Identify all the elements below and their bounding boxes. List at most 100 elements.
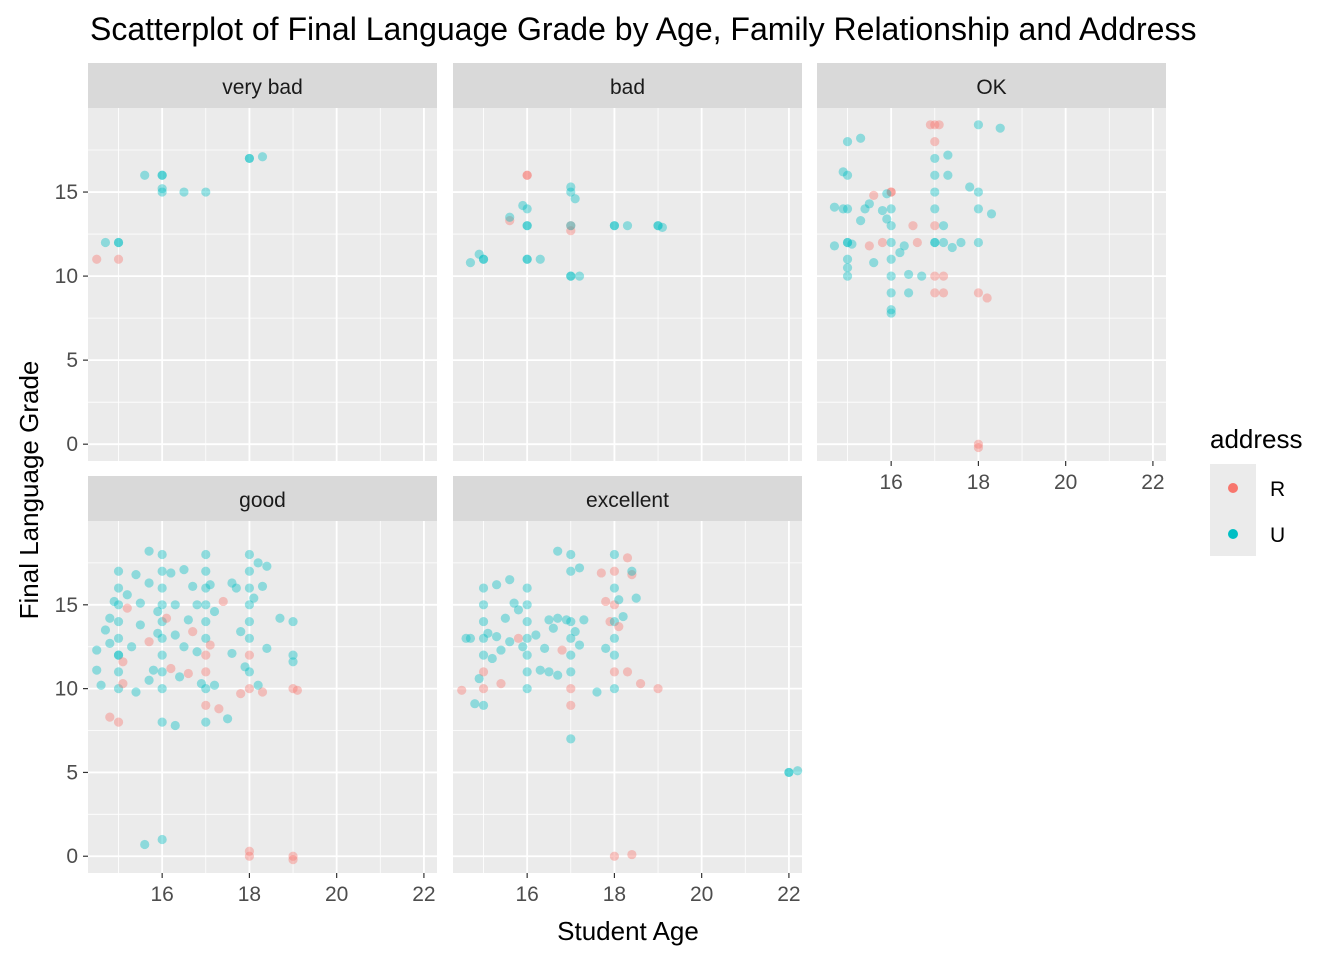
- data-point: [288, 854, 298, 865]
- data-point: [522, 254, 532, 264]
- data-point: [973, 204, 984, 214]
- data-point: [227, 648, 237, 659]
- y-axis-title: Final Language Grade: [14, 361, 44, 620]
- data-point: [288, 657, 298, 667]
- data-point: [973, 187, 984, 197]
- data-point: [496, 645, 506, 655]
- data-point: [188, 581, 198, 591]
- data-point: [566, 221, 576, 231]
- data-point: [201, 700, 211, 710]
- data-point: [179, 565, 189, 575]
- data-point: [262, 561, 272, 571]
- data-point: [148, 665, 159, 675]
- legend-title: address: [1210, 424, 1303, 454]
- data-point: [938, 288, 949, 298]
- data-point: [930, 204, 940, 214]
- facet-panel: bad: [453, 63, 802, 461]
- legend-key: [1228, 529, 1238, 539]
- data-point: [244, 616, 255, 627]
- data-point: [100, 237, 111, 248]
- data-point: [140, 170, 150, 180]
- data-point: [566, 684, 576, 694]
- data-point: [478, 583, 489, 593]
- data-point: [118, 657, 128, 667]
- data-point: [566, 271, 576, 281]
- data-point: [131, 687, 141, 697]
- data-point: [938, 237, 949, 248]
- data-point: [478, 616, 489, 627]
- facet-strip-label: very bad: [222, 76, 303, 99]
- data-point: [478, 254, 489, 264]
- data-point: [496, 678, 506, 689]
- data-point: [244, 153, 255, 164]
- data-point: [157, 633, 167, 643]
- data-point: [144, 578, 154, 588]
- data-point: [492, 632, 502, 642]
- data-point: [899, 241, 909, 251]
- data-point: [930, 237, 940, 248]
- data-point: [566, 616, 576, 627]
- data-point: [188, 627, 198, 637]
- data-point: [201, 667, 211, 677]
- data-point: [973, 237, 984, 248]
- data-point: [557, 645, 567, 655]
- data-point: [513, 633, 524, 643]
- data-point: [938, 221, 949, 231]
- data-point: [653, 684, 663, 694]
- data-point: [930, 137, 940, 147]
- data-point: [505, 212, 515, 222]
- data-point: [109, 596, 119, 607]
- data-point: [253, 680, 263, 690]
- facet-strip: [453, 476, 802, 521]
- data-point: [535, 665, 545, 675]
- data-point: [570, 627, 580, 637]
- x-tick-label: 16: [515, 883, 538, 906]
- data-point: [930, 120, 940, 130]
- data-point: [522, 684, 532, 694]
- data-point: [244, 633, 255, 643]
- data-point: [938, 271, 949, 281]
- data-point: [904, 288, 914, 298]
- data-point: [157, 187, 167, 197]
- facet-strip: [88, 476, 437, 521]
- data-point: [505, 637, 515, 647]
- data-point: [553, 613, 563, 623]
- data-point: [973, 288, 984, 298]
- data-point: [288, 616, 298, 627]
- data-point: [192, 647, 202, 657]
- data-point: [522, 633, 532, 643]
- data-point: [244, 851, 255, 861]
- data-point: [236, 689, 246, 699]
- data-point: [275, 613, 285, 623]
- data-point: [930, 221, 940, 231]
- data-point: [522, 204, 532, 214]
- data-point: [522, 170, 532, 180]
- data-point: [518, 200, 528, 211]
- data-point: [657, 222, 668, 232]
- data-point: [864, 241, 874, 251]
- data-point: [170, 630, 180, 640]
- facet-panel: OK 16 18 20 22: [817, 63, 1166, 494]
- data-point: [895, 247, 905, 258]
- data-point: [842, 237, 853, 248]
- data-point: [793, 766, 803, 776]
- data-point: [157, 600, 167, 610]
- data-point: [622, 553, 633, 563]
- x-tick-label: 18: [238, 883, 261, 906]
- data-point: [201, 633, 211, 643]
- data-point: [161, 613, 172, 623]
- data-point: [201, 549, 211, 560]
- data-point: [157, 834, 167, 845]
- data-point: [209, 606, 220, 617]
- data-point: [474, 249, 484, 259]
- data-point: [175, 672, 185, 682]
- data-point: [127, 642, 137, 652]
- data-point: [144, 546, 154, 556]
- data-point: [930, 187, 940, 197]
- data-point: [153, 606, 163, 617]
- data-point: [478, 667, 489, 677]
- data-point: [842, 170, 853, 180]
- data-point: [609, 566, 620, 576]
- data-point: [574, 563, 585, 573]
- data-point: [236, 627, 246, 637]
